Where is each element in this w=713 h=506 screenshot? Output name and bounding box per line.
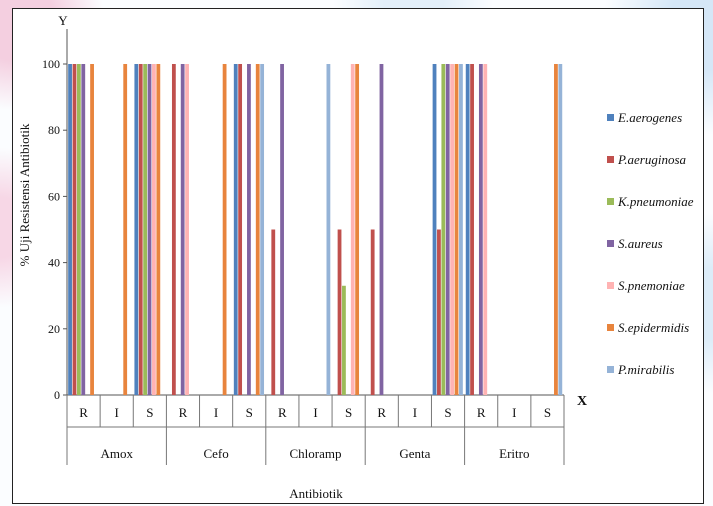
x-subcategory-label: R (79, 405, 88, 420)
bar-s-epidermidis (156, 64, 161, 395)
x-group-label: Genta (399, 446, 430, 461)
legend-swatch (607, 114, 614, 121)
bar-p-aeruginosa (337, 229, 342, 395)
bar-p-mirabilis (558, 64, 563, 395)
legend-label: E.aerogenes (617, 110, 682, 125)
legend-label: P.mirabilis (617, 362, 674, 377)
bar-s-aureus (147, 64, 152, 395)
y-tick-label: 80 (48, 123, 60, 137)
bar-s-epidermidis (355, 64, 360, 395)
bar-s-epidermidis (255, 64, 260, 395)
bar-p-aeruginosa (72, 64, 77, 395)
bar-s-aureus (81, 64, 86, 395)
x-subcategory-label: S (544, 405, 551, 420)
bar-e-aerogenes (465, 64, 470, 395)
bar-k-pneumoniae (441, 64, 446, 395)
bar-s-aureus (379, 64, 384, 395)
y-axis-label: % Uji Resistensi Antibiotik (17, 123, 32, 266)
bar-s-pnemoniae (483, 64, 488, 395)
x-group-label: Chloramp (290, 446, 342, 461)
bar-p-mirabilis (326, 64, 331, 395)
x-subcategory-label: S (345, 405, 352, 420)
legend-swatch (607, 366, 614, 373)
bar-s-aureus (247, 64, 251, 395)
x-group-label: Cefo (203, 446, 228, 461)
bar-p-aeruginosa (138, 64, 143, 395)
bar-e-aerogenes (432, 64, 437, 395)
x-subcategory-label: S (246, 405, 253, 420)
bar-p-mirabilis (260, 64, 265, 395)
bar-k-pneumoniae (342, 285, 346, 395)
x-subcategory-label: R (377, 405, 386, 420)
bar-p-mirabilis (459, 64, 463, 395)
x-subcategory-label: I (413, 405, 417, 420)
y-tick-label: 20 (48, 322, 60, 336)
x-subcategory-label: I (115, 405, 119, 420)
bar-e-aerogenes (134, 64, 139, 395)
bar-p-aeruginosa (171, 64, 176, 395)
legend-label: S.epidermidis (618, 320, 689, 335)
bar-k-pneumoniae (76, 64, 81, 395)
bar-s-pnemoniae (185, 64, 189, 395)
chart-frame: 0 20 40 60 80 100 R I S Amox R I S Cefo R I S Chloramp R I… (12, 8, 704, 504)
bar-s-aureus (180, 64, 185, 395)
bar-s-epidermidis (222, 64, 227, 395)
legend-label: S.aureus (618, 236, 663, 251)
bar-s-aureus (280, 64, 284, 395)
bar-s-aureus (478, 64, 483, 395)
bar-k-pneumoniae (143, 64, 148, 395)
x-subcategory-label: I (214, 405, 218, 420)
y-axis-letter: Y (58, 13, 68, 28)
x-subcategory-label: S (146, 405, 153, 420)
bar-p-aeruginosa (470, 64, 474, 395)
bar-s-epidermidis (554, 64, 558, 395)
bar-e-aerogenes (68, 64, 72, 395)
bar-s-epidermidis (90, 64, 94, 395)
y-tick-label: 60 (48, 189, 60, 203)
bar-s-aureus (445, 64, 450, 395)
legend-label: P.aeruginosa (617, 152, 687, 167)
x-group-label: Eritro (499, 446, 529, 461)
legend-swatch (607, 198, 614, 205)
legend-label: K.pneumoniae (617, 194, 694, 209)
x-group-label: Amox (100, 446, 133, 461)
x-subcategory-label: R (278, 405, 287, 420)
x-subcategory-label: I (313, 405, 317, 420)
bar-s-pnemoniae (152, 64, 156, 395)
bar-chart: 0 20 40 60 80 100 R I S Amox R I S Cefo R I S Chloramp R I… (17, 13, 694, 501)
y-tick-label: 100 (42, 57, 60, 71)
bar-s-pnemoniae (450, 64, 455, 395)
bar-p-aeruginosa (238, 64, 243, 395)
legend-label: S.pnemoniae (618, 278, 685, 293)
x-axis-letter: X (577, 394, 587, 409)
bar-p-aeruginosa (370, 229, 375, 395)
bar-e-aerogenes (233, 64, 238, 395)
x-subcategory-label: S (444, 405, 451, 420)
bar-s-pnemoniae (350, 64, 355, 395)
y-tick-label: 0 (54, 388, 60, 402)
bar-s-epidermidis (123, 64, 128, 395)
legend-swatch (607, 282, 614, 289)
x-axis-label: Antibiotik (289, 486, 343, 501)
bar-s-epidermidis (454, 64, 459, 395)
x-subcategory-label: I (512, 405, 516, 420)
x-subcategory-label: R (179, 405, 188, 420)
y-tick-label: 40 (48, 256, 60, 270)
bar-p-aeruginosa (271, 229, 276, 395)
legend-swatch (607, 240, 614, 247)
legend-swatch (607, 324, 614, 331)
x-subcategory-label: R (477, 405, 486, 420)
bar-p-aeruginosa (437, 229, 441, 395)
legend-swatch (607, 156, 614, 163)
